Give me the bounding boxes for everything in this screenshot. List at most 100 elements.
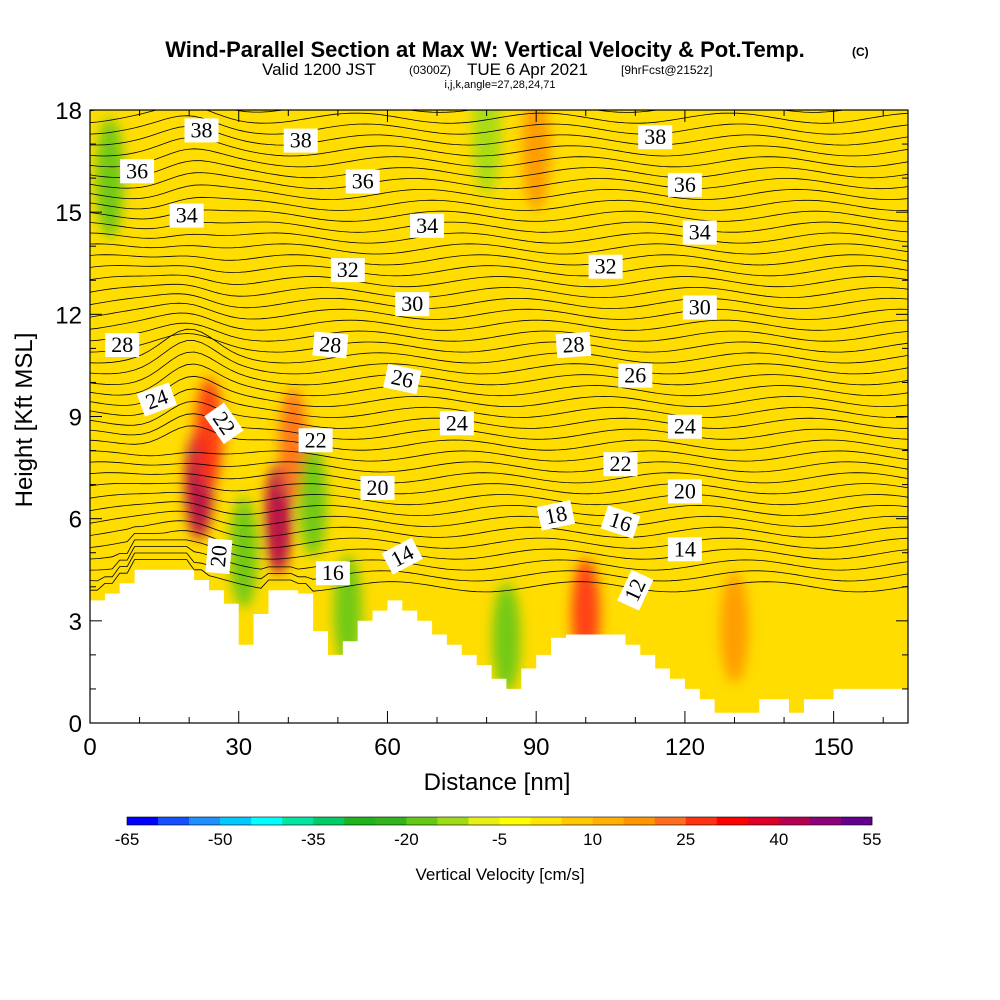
theta-label-text: 38 [191,117,213,142]
colorbar-tick-label: 55 [863,830,882,849]
theta-contour-line-37 [90,172,908,190]
theta-label-text: 36 [126,158,148,183]
subtitle-indices: i,j,k,angle=27,28,24,71 [444,79,555,91]
colorbar-tick-label: -50 [208,830,233,849]
theta-label-box [439,411,474,436]
x-tick-label: 60 [374,734,401,761]
theta-contour-line-10 [90,472,908,484]
theta-label-text: 30 [689,295,711,320]
theta-label-text: 26 [624,363,646,388]
theta-label-box [381,537,423,575]
theta-contour-line-6 [90,510,908,527]
y-axis-label: Height [Kft MSL] [11,333,38,508]
colorbar-segment-15 [592,817,624,825]
colorbar-segment-8 [375,817,407,825]
colorbar-segment-17 [654,817,687,825]
theta-label-text: 34 [416,213,438,238]
theta-label-box [283,128,318,153]
theta-contour-line-28 [90,274,908,288]
colorbar-segment-20 [747,817,780,825]
theta-contour-line-41 [90,125,908,146]
theta-contour-line-9 [90,482,908,495]
colorbar-tick-label: -5 [492,830,507,849]
theta-label-box [184,118,219,143]
colorbar-segment-21 [778,817,811,825]
theta-contour-line-21 [90,328,908,364]
theta-label-box [667,172,702,197]
w-feature-11 [472,110,501,194]
x-tick-label: 90 [523,734,550,761]
y-tick-label: 18 [55,98,82,125]
theta-label-box [136,382,177,417]
w-feature-5 [299,446,328,557]
y-tick-label: 0 [69,711,82,738]
theta-contour-line-22 [90,333,908,353]
theta-label-box [682,295,717,320]
theta-contour-line-18 [90,363,908,397]
x-axis-label: Distance [nm] [424,769,571,796]
theta-label-box [312,331,349,359]
colorbar-segment-23 [840,817,873,825]
theta-label-box [345,169,380,194]
subtitle-valid: Valid 1200 JST [262,60,376,79]
theta-label-box [120,159,155,184]
theta-contour-line-26 [90,293,908,309]
theta-label-text: 26 [389,364,416,393]
theta-label-box [618,363,653,388]
colorbar-segment-4 [251,817,283,825]
subtitle-date: TUE 6 Apr 2021 [467,60,588,79]
w-feature-1 [194,378,223,489]
theta-contour-line-34 [90,209,908,222]
x-tick-label: 150 [814,734,854,761]
theta-contour-line-17 [90,375,908,408]
theta-label-box [600,505,641,539]
colorbar: -65 -50 -35 -20 -5 10 25 40 55 [115,816,882,849]
theta-contour-line-20 [90,340,908,375]
theta-contour-line-43 [90,110,908,124]
theta-label-4: 36 [345,169,380,194]
theta-label-25: 20 [667,478,702,504]
theta-label-box [298,428,333,453]
theta-label-9: 32 [330,257,365,283]
theta-label-6: 34 [169,203,204,228]
colorbar-segment-14 [561,817,593,825]
colorbar-segment-10 [437,817,469,825]
title-mark: (C) [852,45,869,59]
theta-contour-line-42 [90,115,908,135]
theta-label-22: 22 [298,427,333,453]
subtitle-forecast: [9hrFcst@2152z] [621,63,713,77]
theta-label-24: 20 [360,475,395,500]
colorbar-tick-label: 10 [583,830,602,849]
theta-label-text: 38 [644,124,666,149]
theta-label-13: 28 [105,332,140,357]
theta-contour-line-5 [90,520,908,538]
theta-contour-line-16 [90,388,908,418]
theta-label-17: 26 [618,363,653,388]
x-tick-label: 30 [225,734,252,761]
colorbar-segment-16 [623,817,656,825]
colorbar-tick-label: -65 [115,830,140,849]
theta-label-3: 36 [120,158,155,184]
theta-label-12: 30 [682,295,717,320]
theta-label-text: 20 [674,478,696,503]
theta-label-text: 36 [674,172,696,197]
theta-contour-line-23 [90,322,908,342]
theta-contour-labels: 38 38 38 36 36 36 34 34 34 32 32 30 30 28 28 28 26 26 24 24… [105,117,717,611]
y-tick-label: 15 [55,200,82,227]
theta-label-box [169,203,204,228]
theta-label-20: 24 [667,414,702,439]
colorbar-segment-12 [499,817,531,825]
theta-contour-line-35 [90,196,908,211]
theta-label-text: 24 [674,414,696,439]
theta-contour-line-0 [90,559,908,593]
theta-label-text: 22 [305,427,327,452]
theta-label-box [204,402,244,445]
theta-contour-line-7 [90,501,908,517]
colorbar-segment-1 [158,817,190,825]
theta-label-box [667,414,702,439]
theta-label-text: 32 [595,254,617,279]
x-tick-label: 0 [83,734,96,761]
theta-label-box [555,331,592,359]
theta-label-19: 24 [439,410,474,436]
